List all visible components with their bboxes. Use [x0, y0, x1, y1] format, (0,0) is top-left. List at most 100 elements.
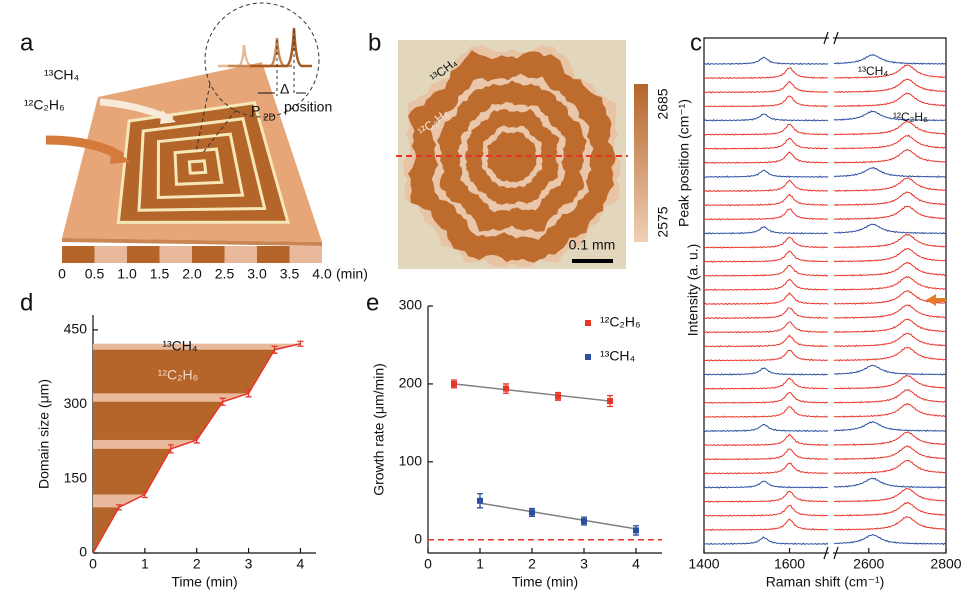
label: position: [284, 99, 332, 115]
time-bar: 0 0.5 1.0 1.5 2.0 2.5 3.0 3.5 4.0 (min): [58, 246, 368, 282]
zoom-line: [201, 109, 237, 155]
point: [607, 398, 613, 405]
x-axis-label: Time (min): [512, 574, 578, 590]
x-tick-label: 1600: [774, 556, 805, 572]
label: ¹³CH₄: [44, 67, 80, 83]
legend-marker: [585, 320, 591, 326]
x-tick-label: 2: [528, 556, 536, 572]
y-tick-label: 150: [64, 469, 88, 485]
x-tick-label: 1400: [688, 556, 719, 572]
colorbar-tick-label: 2685: [655, 88, 671, 119]
panel-label: b: [368, 29, 381, 56]
point: [555, 393, 561, 400]
spectrum: [704, 177, 947, 193]
spectrum: [703, 374, 947, 390]
time-label: 2.0: [182, 266, 202, 282]
legend-marker: [585, 354, 591, 360]
error-bar: [167, 444, 174, 454]
spectrum: [703, 233, 946, 249]
domain-map: [402, 44, 622, 268]
fit-line: [453, 383, 611, 402]
y-axis-label: Domain size (μm): [36, 379, 52, 489]
label: ¹²C₂H₆: [24, 97, 65, 113]
axis-break-gap: [829, 36, 833, 555]
x-tick-label: 1: [141, 556, 149, 572]
spectrum: [703, 53, 946, 66]
position-arrow: [926, 294, 946, 306]
spectrum: [703, 275, 947, 292]
point: [633, 527, 639, 534]
time-label: 0.5: [85, 266, 105, 282]
y-axis-label: Intensity (a. u.): [685, 244, 701, 337]
x-tick-label: 2600: [853, 556, 884, 572]
panel-label: a: [20, 29, 34, 56]
arrowhead: [160, 110, 176, 124]
y-tick-label: 300: [399, 297, 423, 313]
time-segment: [94, 246, 127, 263]
arrowhead: [110, 146, 130, 164]
x-tick-label: 2800: [930, 556, 961, 572]
scale-label: 0.1 mm: [569, 237, 616, 253]
series-label: ¹²C₂H₆: [893, 110, 928, 124]
point: [477, 497, 483, 504]
error-bar: [219, 397, 226, 406]
panel-label: e: [366, 289, 379, 316]
x-axis-label: Raman shift (cm⁻¹): [766, 574, 885, 590]
spectrum: [704, 134, 947, 150]
spectrum: [703, 431, 947, 447]
error-bar: [115, 504, 122, 511]
x-tick-label: 3: [580, 556, 588, 572]
y-tick-label: 200: [399, 375, 423, 391]
x-tick-label: 1: [476, 556, 484, 572]
spectrum: [703, 534, 947, 546]
axis-break: [823, 546, 839, 560]
x-tick-label: 3: [245, 556, 253, 572]
spectrum: [703, 304, 947, 320]
point: [451, 380, 457, 387]
band: [93, 343, 301, 350]
spectrum: [703, 110, 947, 122]
spectrum: [703, 120, 947, 136]
spectrum: [703, 332, 947, 348]
time-segment: [159, 246, 192, 263]
time-segment: [224, 246, 257, 263]
time-label: 3.0: [247, 266, 267, 282]
y-tick-label: 100: [399, 453, 423, 469]
spectrum: [704, 445, 947, 461]
time-segment: [289, 246, 322, 263]
spectrum: [703, 501, 946, 517]
spectrum: [703, 191, 947, 207]
growth-schematic: ¹³CH₄ ¹²C₂H₆ P 2D position Δ 0 0.5 1.0 1.5 2…: [24, 2, 368, 282]
spectrum: [703, 148, 947, 165]
time-label: 3.5: [280, 266, 300, 282]
panel-label: c: [690, 29, 702, 56]
series-label: ¹³CH₄: [858, 64, 888, 78]
spectrum: [703, 290, 947, 306]
spectrum-sketch: [250, 27, 312, 68]
time-segment: [257, 246, 290, 263]
error-bar: [193, 436, 200, 444]
time-unit: (min): [336, 266, 368, 282]
spectrum: [703, 166, 947, 179]
legend-label: ¹²C₂H₆: [600, 314, 641, 330]
y-tick-label: 300: [64, 395, 88, 411]
time-segment: [62, 246, 95, 263]
spectrum: [704, 92, 947, 108]
annotation: ¹²C₂H₆: [158, 367, 199, 383]
zoom-line: [195, 83, 211, 153]
zoom-circle: [204, 2, 320, 118]
y-tick-label: 0: [79, 544, 87, 560]
y-tick-label: 0: [414, 530, 422, 546]
colorbar: [634, 84, 648, 242]
raman-map: ¹³CH₄ ¹²C₂H₆ 0.1 mm Peak position (cm⁻¹): [396, 40, 692, 269]
spectrum: [703, 516, 947, 532]
spectrum: [703, 247, 947, 263]
colorbar-tick-label: 2575: [655, 206, 671, 237]
spectrum-sketch: [218, 44, 258, 68]
time-label: 2.5: [215, 266, 235, 282]
spectrum: [703, 64, 947, 80]
spectrum: [704, 205, 946, 221]
time-segment: [127, 246, 160, 263]
y-tick-label: 450: [64, 321, 88, 337]
band: [93, 393, 301, 402]
